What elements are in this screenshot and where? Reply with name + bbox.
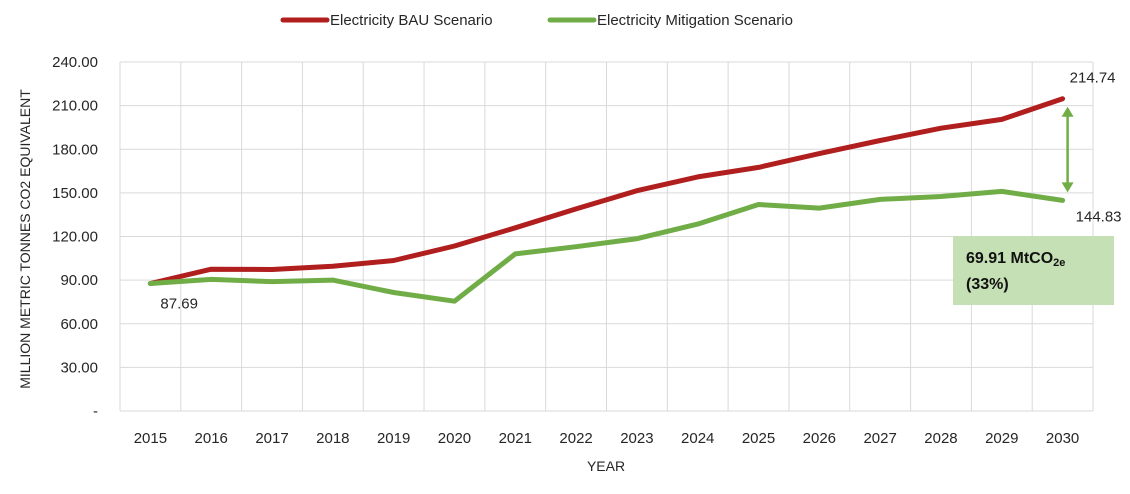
data-label: 144.83	[1076, 208, 1122, 225]
annotation-percent: (33%)	[966, 276, 1009, 293]
annotation-value-main: 69.91 MtCO	[966, 250, 1053, 267]
data-labels: 87.69 214.74 144.83	[160, 70, 1121, 313]
y-tick-label: 180.00	[52, 141, 98, 158]
x-tick-label: 2025	[742, 430, 775, 447]
legend-label-mitigation: Electricity Mitigation Scenario	[597, 12, 793, 29]
grid	[119, 61, 1094, 412]
x-axis-title: YEAR	[587, 458, 625, 474]
data-label: 214.74	[1070, 70, 1116, 87]
x-tick-label: 2026	[803, 430, 836, 447]
annotation-value-subscript: 2e	[1053, 257, 1065, 269]
x-tick-label: 2027	[863, 430, 896, 447]
data-label: 87.69	[160, 295, 198, 312]
x-tick-label: 2022	[559, 430, 592, 447]
arrow-head-up	[1061, 106, 1074, 117]
series-line-mitigation	[147, 188, 1066, 304]
y-tick-label: 240.00	[52, 54, 98, 71]
y-tick-label: 120.00	[52, 229, 98, 246]
x-tick-label: 2020	[438, 430, 471, 447]
x-tick-label: 2021	[499, 430, 532, 447]
legend: Electricity BAU Scenario Electricity Mit…	[280, 12, 793, 29]
x-tick-label: 2030	[1046, 430, 1079, 447]
y-axis-title: MILLION METRIC TONNES CO2 EQUIVALENT	[17, 89, 33, 389]
y-tick-label: 60.00	[60, 316, 98, 333]
x-tick-label: 2016	[195, 430, 228, 447]
y-tick-label: 30.00	[60, 359, 98, 376]
y-tick-label: 210.00	[52, 98, 98, 115]
x-tick-label: 2028	[924, 430, 957, 447]
series-line-bau	[147, 96, 1066, 286]
annotation-box	[953, 236, 1114, 305]
x-tick-label: 2019	[377, 430, 410, 447]
y-tick-label: -	[93, 403, 98, 420]
y-tick-label: 150.00	[52, 185, 98, 202]
x-tick-label: 2015	[134, 430, 167, 447]
y-tick-label: 90.00	[60, 272, 98, 289]
x-tick-label: 2024	[681, 430, 714, 447]
axes: - 30.00 60.00 90.00 120.00 150.00 180.00 210.00…	[52, 54, 1079, 447]
series	[147, 96, 1066, 304]
legend-label-bau: Electricity BAU Scenario	[330, 12, 493, 29]
x-tick-label: 2029	[985, 430, 1018, 447]
x-tick-label: 2017	[255, 430, 288, 447]
x-tick-label: 2023	[620, 430, 653, 447]
difference-annotation: 69.91 MtCO2e (33%)	[953, 106, 1114, 305]
x-tick-label: 2018	[316, 430, 349, 447]
annotation-value: 69.91 MtCO2e	[966, 250, 1065, 269]
arrow-head-down	[1061, 182, 1074, 193]
